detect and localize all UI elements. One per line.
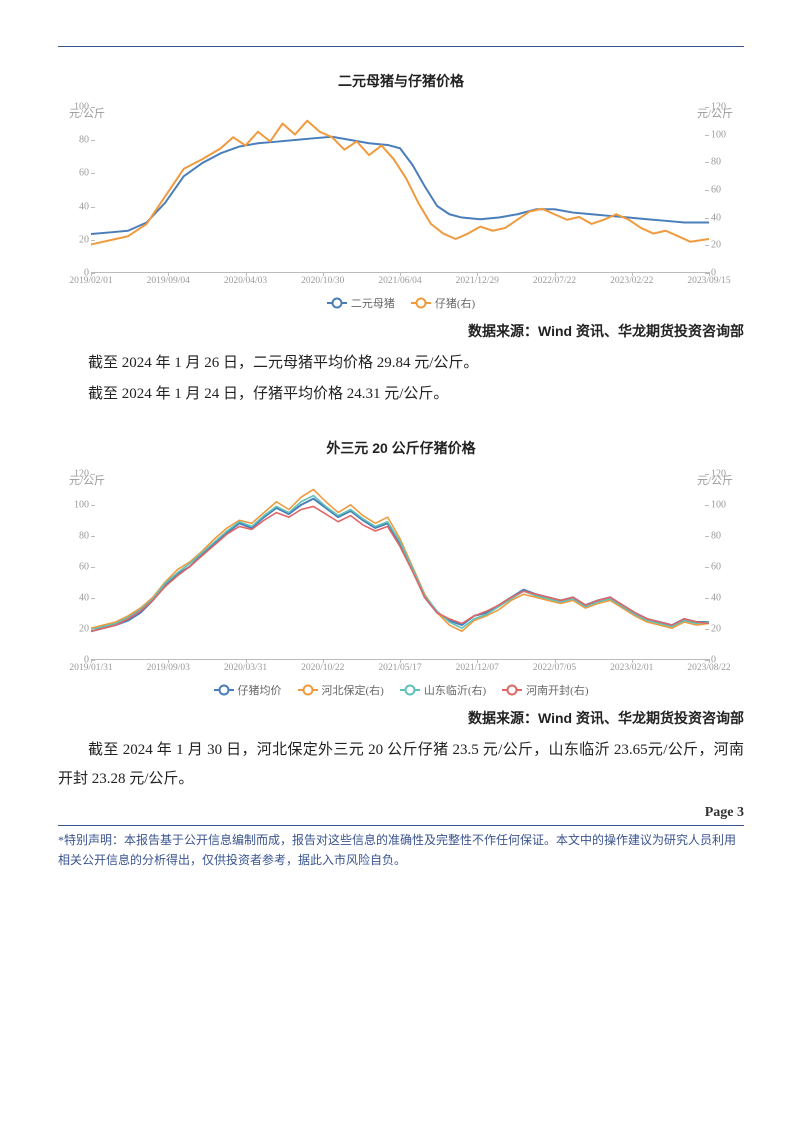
chart2-legend: 仔猪均价 河北保定(右) 山东临沂(右) 河南开封(右)	[61, 682, 741, 698]
ytick-left: 60	[67, 168, 89, 179]
legend-label: 仔猪均价	[238, 682, 282, 698]
legend-swatch	[411, 302, 431, 304]
xtick: 2022/07/22	[533, 276, 576, 286]
ytick-right: 20	[711, 624, 733, 635]
paragraph-2: 截至 2024 年 1 月 24 日，仔猪平均价格 24.31 元/公斤。	[58, 380, 744, 409]
chart1-plot: 0204060801000204060801001202019/02/01201…	[91, 107, 709, 273]
ytick-left: 80	[67, 531, 89, 542]
ytick-right: 100	[711, 129, 733, 140]
legend-label: 二元母猪	[351, 295, 395, 311]
xtick: 2023/08/22	[687, 663, 730, 673]
chart2-area: 元/公斤 元/公斤 020406080100120020406080100120…	[61, 474, 741, 698]
legend-item: 二元母猪	[327, 295, 395, 311]
legend-item: 仔猪(右)	[411, 295, 475, 311]
chart1-area: 元/公斤 元/公斤 020406080100020406080100120201…	[61, 107, 741, 311]
legend-item: 仔猪均价	[214, 682, 282, 698]
xtick: 2021/05/17	[378, 663, 421, 673]
page-number: Page 3	[58, 805, 744, 821]
ytick-right: 120	[711, 469, 733, 480]
xtick: 2020/10/22	[301, 663, 344, 673]
ytick-right: 40	[711, 593, 733, 604]
ytick-left: 120	[67, 469, 89, 480]
chart1-legend: 二元母猪 仔猪(右)	[61, 295, 741, 311]
ytick-right: 100	[711, 500, 733, 511]
ytick-right: 80	[711, 531, 733, 542]
disclaimer-block: *特别声明：本报告基于公开信息编制而成，报告对这些信息的准确性及完整性不作任何保…	[58, 825, 744, 871]
top-rule	[58, 46, 744, 47]
ytick-left: 60	[67, 562, 89, 573]
legend-swatch	[502, 689, 522, 691]
legend-swatch	[327, 302, 347, 304]
xtick: 2020/03/31	[224, 663, 267, 673]
legend-item: 河北保定(右)	[298, 682, 384, 698]
legend-swatch	[298, 689, 318, 691]
disclaimer-text: *特别声明：本报告基于公开信息编制而成，报告对这些信息的准确性及完整性不作任何保…	[58, 830, 744, 871]
chart2-plot: 0204060801001200204060801001202019/01/31…	[91, 474, 709, 660]
chart2-title: 外三元 20 公斤仔猪价格	[58, 438, 744, 458]
chart1-source: 数据来源：Wind 资讯、华龙期货投资咨询部	[58, 321, 744, 341]
ytick-left: 20	[67, 234, 89, 245]
legend-item: 山东临沂(右)	[400, 682, 486, 698]
ytick-left: 40	[67, 201, 89, 212]
legend-label: 仔猪(右)	[435, 295, 475, 311]
xtick: 2023/02/22	[610, 276, 653, 286]
ytick-right: 40	[711, 212, 733, 223]
legend-label: 河北保定(右)	[322, 682, 384, 698]
chart1-title: 二元母猪与仔猪价格	[58, 71, 744, 91]
paragraph-3: 截至 2024 年 1 月 30 日，河北保定外三元 20 公斤仔猪 23.5 …	[58, 736, 744, 793]
ytick-left: 100	[67, 500, 89, 511]
ytick-right: 60	[711, 185, 733, 196]
ytick-right: 80	[711, 157, 733, 168]
legend-label: 山东临沂(右)	[424, 682, 486, 698]
ytick-right: 120	[711, 102, 733, 113]
xtick: 2019/01/31	[69, 663, 112, 673]
ytick-left: 20	[67, 624, 89, 635]
paragraph-1: 截至 2024 年 1 月 26 日，二元母猪平均价格 29.84 元/公斤。	[58, 349, 744, 378]
xtick: 2019/02/01	[69, 276, 112, 286]
xtick: 2021/12/29	[456, 276, 499, 286]
legend-swatch	[400, 689, 420, 691]
xtick: 2020/10/30	[301, 276, 344, 286]
xtick: 2019/09/04	[147, 276, 190, 286]
chart2-source: 数据来源：Wind 资讯、华龙期货投资咨询部	[58, 708, 744, 728]
xtick: 2023/02/01	[610, 663, 653, 673]
ytick-left: 40	[67, 593, 89, 604]
ytick-right: 60	[711, 562, 733, 573]
ytick-right: 20	[711, 240, 733, 251]
xtick: 2022/07/05	[533, 663, 576, 673]
legend-label: 河南开封(右)	[526, 682, 588, 698]
xtick: 2019/09/03	[147, 663, 190, 673]
ytick-left: 100	[67, 102, 89, 113]
xtick: 2023/09/15	[687, 276, 730, 286]
xtick: 2021/06/04	[378, 276, 421, 286]
legend-swatch	[214, 689, 234, 691]
legend-item: 河南开封(右)	[502, 682, 588, 698]
xtick: 2021/12/07	[456, 663, 499, 673]
xtick: 2020/04/03	[224, 276, 267, 286]
ytick-left: 80	[67, 135, 89, 146]
